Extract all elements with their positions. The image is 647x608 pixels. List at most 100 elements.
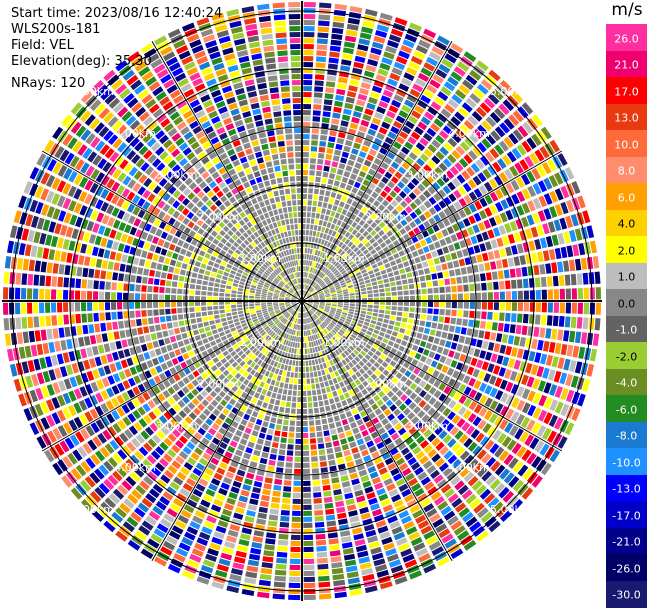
range-gate (363, 435, 372, 443)
range-gate (34, 403, 44, 417)
range-gate (380, 190, 388, 198)
range-gate (267, 297, 273, 300)
range-gate (419, 455, 429, 465)
range-gate (231, 301, 237, 305)
range-gate (521, 266, 528, 277)
range-gate (417, 493, 428, 503)
range-gate (317, 326, 321, 332)
range-gate (367, 301, 373, 305)
range-gate (400, 44, 413, 54)
range-gate (316, 263, 321, 269)
range-gate (281, 325, 286, 331)
range-gate (285, 401, 291, 408)
range-gate (318, 292, 324, 296)
range-gate (159, 372, 167, 381)
range-gate (532, 392, 542, 405)
range-gate (315, 256, 319, 262)
range-gate (370, 546, 382, 555)
range-gate (237, 340, 244, 346)
range-gate (285, 302, 291, 304)
range-gate (314, 284, 319, 289)
range-gate (533, 326, 540, 337)
range-gate (318, 325, 323, 331)
range-gate (409, 350, 416, 358)
range-gate (414, 198, 422, 206)
range-gate (63, 378, 72, 390)
range-gate (364, 354, 371, 361)
range-gate (255, 291, 261, 295)
range-gate (565, 374, 573, 387)
range-gate (117, 449, 128, 460)
range-gate (320, 331, 325, 337)
range-gate (143, 212, 151, 222)
range-gate (395, 222, 403, 230)
range-gate (198, 531, 211, 541)
range-gate (246, 565, 259, 573)
range-gate (417, 410, 426, 419)
range-gate (15, 317, 22, 330)
range-gate (153, 294, 159, 301)
range-gate (397, 263, 404, 269)
range-gate (305, 366, 309, 372)
range-gate (280, 338, 285, 344)
range-gate (54, 367, 62, 379)
range-gate (354, 328, 360, 334)
range-gate (183, 406, 191, 415)
range-gate (365, 420, 373, 428)
range-gate (124, 320, 130, 328)
range-gate (177, 288, 183, 294)
range-gate (278, 323, 283, 329)
range-gate (408, 441, 418, 450)
range-gate (346, 279, 352, 284)
range-gate (337, 305, 343, 308)
range-gate (341, 243, 347, 250)
range-gate (123, 283, 129, 291)
range-gate (29, 166, 40, 180)
range-gate (483, 410, 493, 421)
range-gate (201, 437, 210, 446)
range-gate (460, 267, 467, 275)
range-gate (547, 159, 557, 172)
range-gate (304, 291, 307, 296)
range-gate (330, 290, 336, 294)
range-gate (345, 410, 353, 418)
range-gate (351, 221, 358, 228)
range-gate (338, 77, 348, 84)
range-gate (52, 263, 59, 274)
range-gate (306, 266, 310, 272)
range-gate (155, 446, 165, 456)
range-gate (350, 263, 357, 268)
range-gate (131, 266, 138, 274)
range-gate (126, 516, 139, 528)
range-gate (487, 93, 500, 105)
range-gate (371, 451, 380, 459)
range-gate (490, 239, 498, 249)
range-gate (309, 335, 313, 342)
range-gate (345, 184, 353, 192)
range-gate (531, 422, 541, 435)
range-gate (433, 294, 440, 301)
range-gate (127, 413, 137, 423)
range-gate (63, 289, 69, 300)
range-gate (268, 288, 274, 292)
range-gate (52, 427, 63, 440)
range-gate (534, 440, 545, 453)
range-gate (225, 293, 231, 297)
range-gate (103, 249, 111, 259)
range-gate (408, 230, 416, 238)
range-gate (413, 406, 421, 415)
range-gate (348, 260, 355, 266)
range-gate (303, 116, 311, 122)
range-gate (436, 248, 444, 256)
range-gate (340, 438, 348, 445)
range-gate (557, 153, 568, 166)
range-gate (166, 508, 178, 518)
range-gate (315, 312, 320, 317)
range-gate (228, 426, 236, 434)
range-gate (346, 318, 352, 323)
range-gate (468, 389, 477, 399)
range-gate (395, 372, 403, 380)
range-gate (352, 265, 359, 271)
range-gate (197, 322, 204, 329)
range-gate (30, 245, 38, 258)
